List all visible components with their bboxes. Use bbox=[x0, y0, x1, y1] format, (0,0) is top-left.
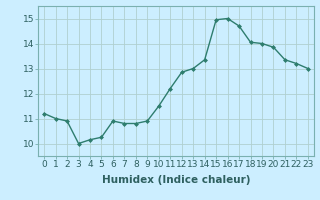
X-axis label: Humidex (Indice chaleur): Humidex (Indice chaleur) bbox=[102, 175, 250, 185]
